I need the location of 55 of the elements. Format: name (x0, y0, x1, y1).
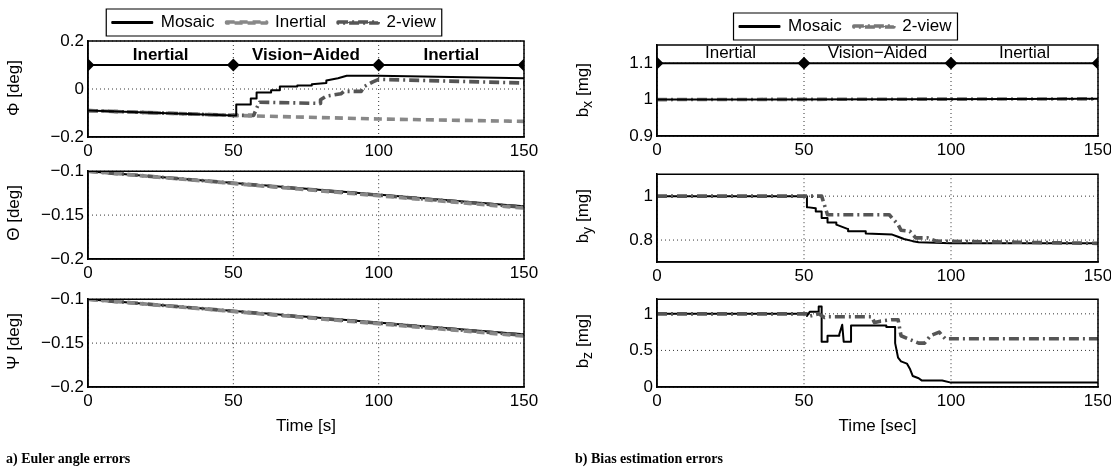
annotation: Vision−Aided (827, 43, 928, 63)
y-tick-label: 0.2 (60, 30, 84, 50)
y-tick-label: 1 (643, 89, 653, 109)
x-tick-label: 150 (509, 262, 539, 282)
x-tick-label: 50 (794, 390, 814, 410)
x-tick-label: 100 (936, 265, 966, 285)
y-axis-title: Θ [deg] (4, 185, 24, 241)
y-tick-label: 1 (643, 303, 653, 323)
y-tick-label: 0 (643, 376, 653, 396)
annotation: Inertial (132, 45, 189, 65)
x-tick-label: 100 (364, 390, 393, 410)
legend-label: Mosaic (788, 16, 843, 36)
y-tick-label: 1.1 (629, 52, 653, 72)
y-tick-label: 0 (74, 78, 84, 98)
text: a) Euler angle errors (6, 451, 131, 467)
y-tick-label: −0.2 (50, 126, 84, 146)
x-tick-label: 150 (509, 390, 539, 410)
x-tick-label: 150 (1083, 390, 1111, 410)
y-axis-title: Ψ [deg] (4, 312, 24, 370)
x-tick-label: 100 (364, 262, 393, 282)
x-tick-label: 50 (223, 262, 243, 282)
y-tick-label: −0.2 (50, 248, 84, 268)
y-tick-label: −0.15 (40, 332, 84, 352)
x-tick-label: 100 (936, 139, 966, 159)
annotation: Inertial (998, 43, 1051, 63)
y-axis-title: Φ [deg] (4, 60, 24, 117)
x-tick-label: 100 (936, 390, 966, 410)
x-tick-label: 50 (794, 139, 814, 159)
x-tick-label: 150 (509, 140, 539, 160)
y-tick-label: 0.8 (629, 229, 653, 249)
y-tick-label: −0.1 (50, 160, 84, 180)
x-tick-label: 50 (223, 390, 243, 410)
text: b) Bias estimation errors (575, 451, 723, 467)
y-tick-label: 1 (643, 185, 653, 205)
y-tick-label: −0.15 (40, 204, 84, 224)
x-axis-title: Time [sec] (838, 416, 917, 436)
x-tick-label: 150 (1083, 139, 1111, 159)
x-tick-label: 100 (364, 140, 393, 160)
y-tick-label: 0.5 (629, 340, 653, 360)
legend-label: Inertial (275, 12, 327, 32)
y-tick-label: −0.1 (50, 288, 84, 308)
y-tick-label: −0.2 (50, 376, 84, 396)
x-tick-label: 150 (1083, 265, 1111, 285)
annotation: Inertial (704, 43, 757, 63)
annotation: Inertial (423, 45, 480, 65)
legend-label: 2-view (386, 12, 437, 32)
y-tick-label: 0.9 (629, 125, 653, 145)
line-series (657, 312, 1098, 345)
x-axis-title: Time [s] (276, 416, 336, 436)
x-tick-label: 50 (794, 265, 814, 285)
annotation: Vision−Aided (252, 45, 360, 65)
line-series (88, 108, 524, 124)
legend-label: Mosaic (160, 12, 216, 32)
x-tick-label: 50 (223, 140, 243, 160)
legend-label: 2-view (902, 16, 953, 36)
